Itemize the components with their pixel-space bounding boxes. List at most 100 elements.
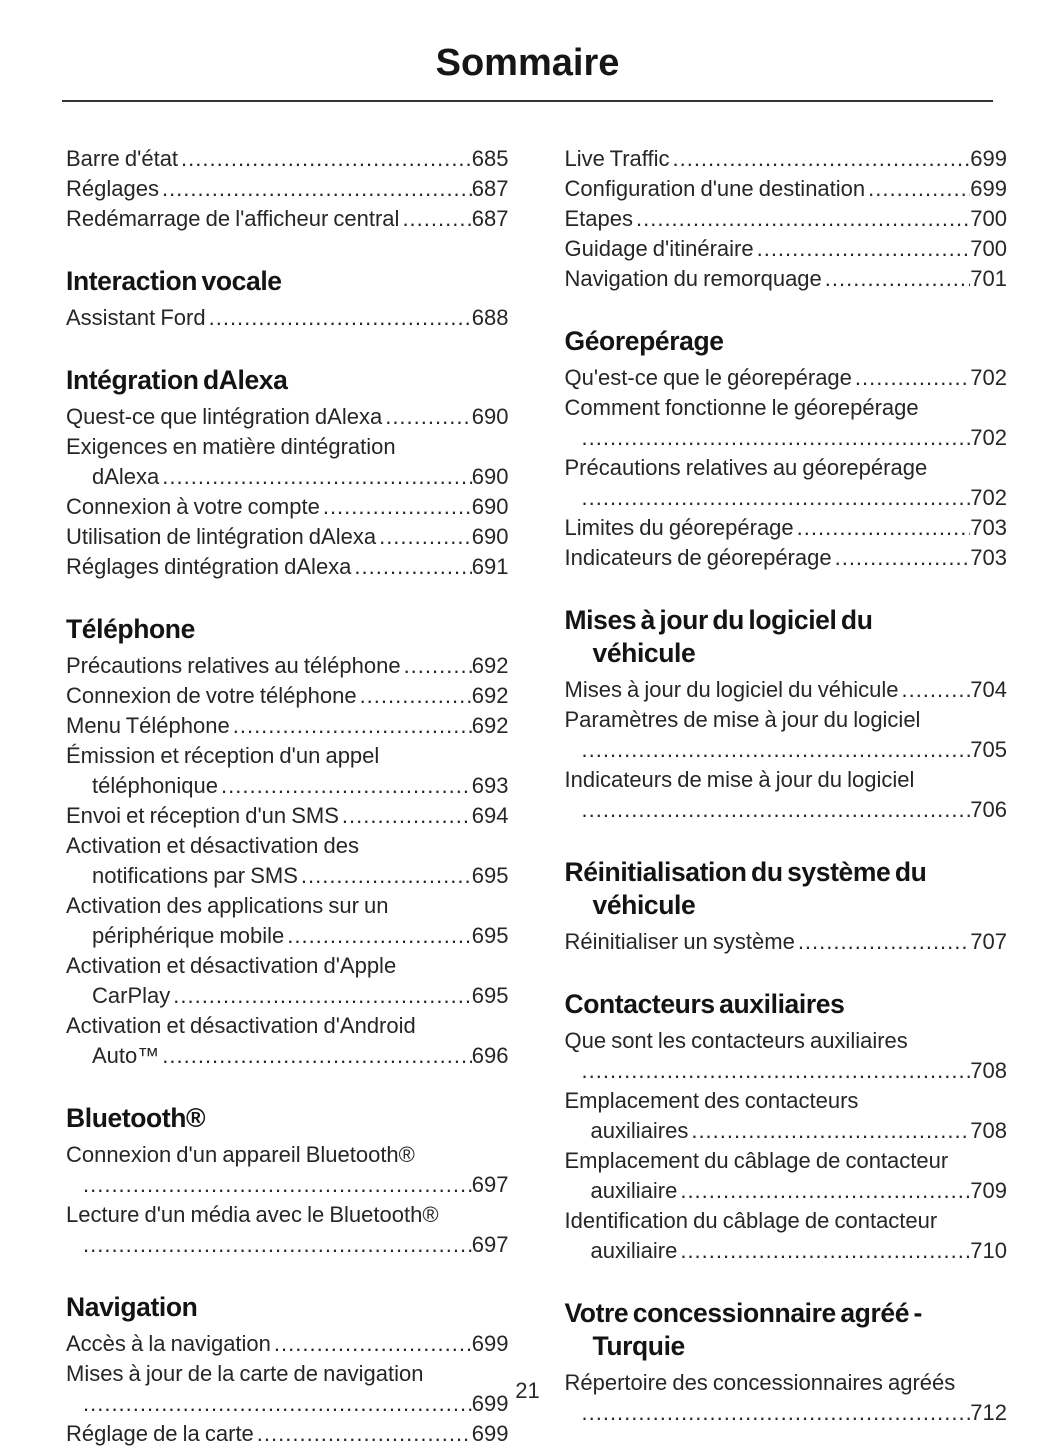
toc-entry: Redémarrage de l'afficheur central 687 (66, 204, 509, 234)
section-heading: Bluetooth® (66, 1102, 509, 1135)
toc-entry-line: CarPlay 695 (66, 981, 509, 1011)
toc-section: Mises à jour du logiciel du véhicule Mises… (565, 604, 1008, 825)
toc-entry: Mises à jour du logiciel du véhicule 704 (565, 675, 1008, 705)
entry-page-number: 710 (970, 1238, 1007, 1263)
section-heading-line: Mises à jour du logiciel du (564, 605, 873, 635)
entry-title: Précautions relatives au géorepérage (564, 455, 928, 480)
entry-page-number: 702 (970, 425, 1007, 450)
dot-leader (162, 1041, 472, 1071)
entry-page-number: 695 (471, 863, 509, 888)
entry-title: Émission et réception d'un appel (66, 743, 380, 768)
entry-page-number: 692 (471, 713, 509, 738)
dot-leader (83, 1170, 472, 1200)
entry-page-number: 712 (970, 1400, 1007, 1425)
entry-title: Exigences en matière dintégration (66, 434, 396, 459)
entry-title: Qu'est-ce que le géorepérage (564, 365, 852, 390)
entry-page-number: 703 (970, 515, 1007, 540)
toc-entry-line: 702 (565, 483, 1007, 513)
toc-entry: Activation des applications sur un périph… (66, 891, 509, 951)
toc-entry-line: dAlexa 690 (66, 462, 509, 492)
entry-title: Navigation du remorquage (564, 266, 822, 291)
dot-leader (855, 363, 970, 393)
toc-entry-line: Utilisation de lintégration dAlexa 690 (66, 522, 509, 552)
entry-title: Connexion de votre téléphone (66, 683, 357, 708)
toc-entry-line: Réglage de la carte 699 (66, 1419, 509, 1448)
toc-entry: Lecture d'un média avec le Bluetooth® 697 (66, 1200, 509, 1260)
entry-title: périphérique mobile (92, 923, 285, 948)
entry-page-number: 693 (471, 773, 509, 798)
dot-leader (402, 204, 471, 234)
dot-leader (354, 552, 471, 582)
toc-entry: Connexion d'un appareil Bluetooth® 697 (66, 1140, 509, 1200)
page-footer: 21 (0, 1378, 1055, 1404)
section-heading-line: Interaction vocale (66, 266, 282, 296)
toc-entry: Paramètres de mise à jour du logiciel 705 (565, 705, 1008, 765)
dot-leader (404, 651, 472, 681)
dot-leader (582, 795, 971, 825)
section-heading: Téléphone (66, 613, 509, 646)
toc-entry-line: Réinitialiser un système 707 (565, 927, 1008, 957)
toc-section: Intégration dAlexa Quest-ce que lintégrat… (66, 364, 509, 582)
toc-entry: Live Traffic 699 (565, 144, 1008, 174)
dot-leader (797, 513, 971, 543)
toc-entry-line: Précautions relatives au téléphone 692 (66, 651, 509, 681)
toc-section: Téléphone Précautions relatives au téléph… (66, 613, 509, 1071)
toc-entry-line: 702 (565, 423, 1007, 453)
dot-leader (342, 801, 472, 831)
entry-page-number: 685 (471, 146, 509, 171)
dot-leader (323, 492, 472, 522)
entry-title: Réglages dintégration dAlexa (66, 554, 352, 579)
dot-leader (868, 174, 970, 204)
toc-entry-line: auxiliaires 708 (565, 1116, 1008, 1146)
dot-leader (636, 204, 970, 234)
entry-title: Redémarrage de l'afficheur central (66, 206, 400, 231)
toc-entry: Comment fonctionne le géorepérage 702 (565, 393, 1008, 453)
toc-entry-line: Navigation du remorquage 701 (565, 264, 1008, 294)
toc-entry-line: auxiliaire 709 (565, 1176, 1008, 1206)
toc-entry: Barre d'état 685 (66, 144, 509, 174)
toc-entry-line: Mises à jour du logiciel du véhicule 704 (565, 675, 1008, 705)
section-heading-line: Votre concessionnaire agréé - (564, 1298, 923, 1328)
toc-entry: Activation et désactivation d'Apple CarPl… (66, 951, 509, 1011)
dot-leader (582, 1056, 971, 1086)
section-heading: Votre concessionnaire agréé - Turquie (565, 1297, 1008, 1363)
toc-entry-line: 699 (66, 1389, 509, 1419)
entry-page-number: 707 (970, 929, 1007, 954)
toc-entry: Emplacement du câblage de contacteur auxi… (565, 1146, 1008, 1206)
toc-entry-line: 697 (66, 1170, 509, 1200)
entry-title: Limites du géorepérage (564, 515, 794, 540)
toc-entry-line: Assistant Ford 688 (66, 303, 509, 333)
toc-entry: Réglages 687 (66, 174, 509, 204)
section-heading-line: Intégration dAlexa (66, 365, 288, 395)
toc-columns: Barre d'état685Réglages687Redémarrage de… (0, 102, 1055, 1448)
dot-leader (680, 1176, 970, 1206)
entry-title: Indicateurs de géorepérage (564, 545, 832, 570)
toc-entry: Indicateurs de mise à jour du logiciel 70… (565, 765, 1008, 825)
entry-page-number: 701 (970, 266, 1007, 291)
entry-page-number: 700 (970, 206, 1007, 231)
entry-page-number: 692 (471, 683, 509, 708)
dot-leader (798, 927, 970, 957)
entry-page-number: 688 (471, 305, 509, 330)
section-heading-line: Navigation (66, 1292, 198, 1322)
dot-leader (582, 735, 971, 765)
toc-entry-line: Connexion à votre compte 690 (66, 492, 509, 522)
toc-section: Interaction vocale Assistant Ford 688 (66, 265, 509, 333)
toc-entry-line: notifications par SMS 695 (66, 861, 509, 891)
dot-leader (901, 675, 970, 705)
section-heading-line: véhicule (592, 638, 696, 668)
toc-section: Votre concessionnaire agréé - Turquie Répe… (565, 1297, 1008, 1428)
entry-title: Mises à jour de la carte de navigation (66, 1361, 424, 1386)
entry-page-number: 695 (471, 983, 509, 1008)
entry-page-number: 697 (471, 1232, 509, 1257)
entry-title: Mises à jour du logiciel du véhicule (564, 677, 899, 702)
toc-entry-line: Qu'est-ce que le géorepérage 702 (565, 363, 1008, 393)
section-heading: Géorepérage (565, 325, 1008, 358)
entry-page-number: 690 (471, 524, 509, 549)
entry-page-number: 699 (471, 1331, 509, 1356)
toc-entry: Connexion à votre compte 690 (66, 492, 509, 522)
toc-entry: Qu'est-ce que le géorepérage 702 (565, 363, 1008, 393)
toc-entry-line: 697 (66, 1230, 509, 1260)
toc-entry: Etapes 700 (565, 204, 1008, 234)
toc-entry-line: Quest-ce que lintégration dAlexa 690 (66, 402, 509, 432)
